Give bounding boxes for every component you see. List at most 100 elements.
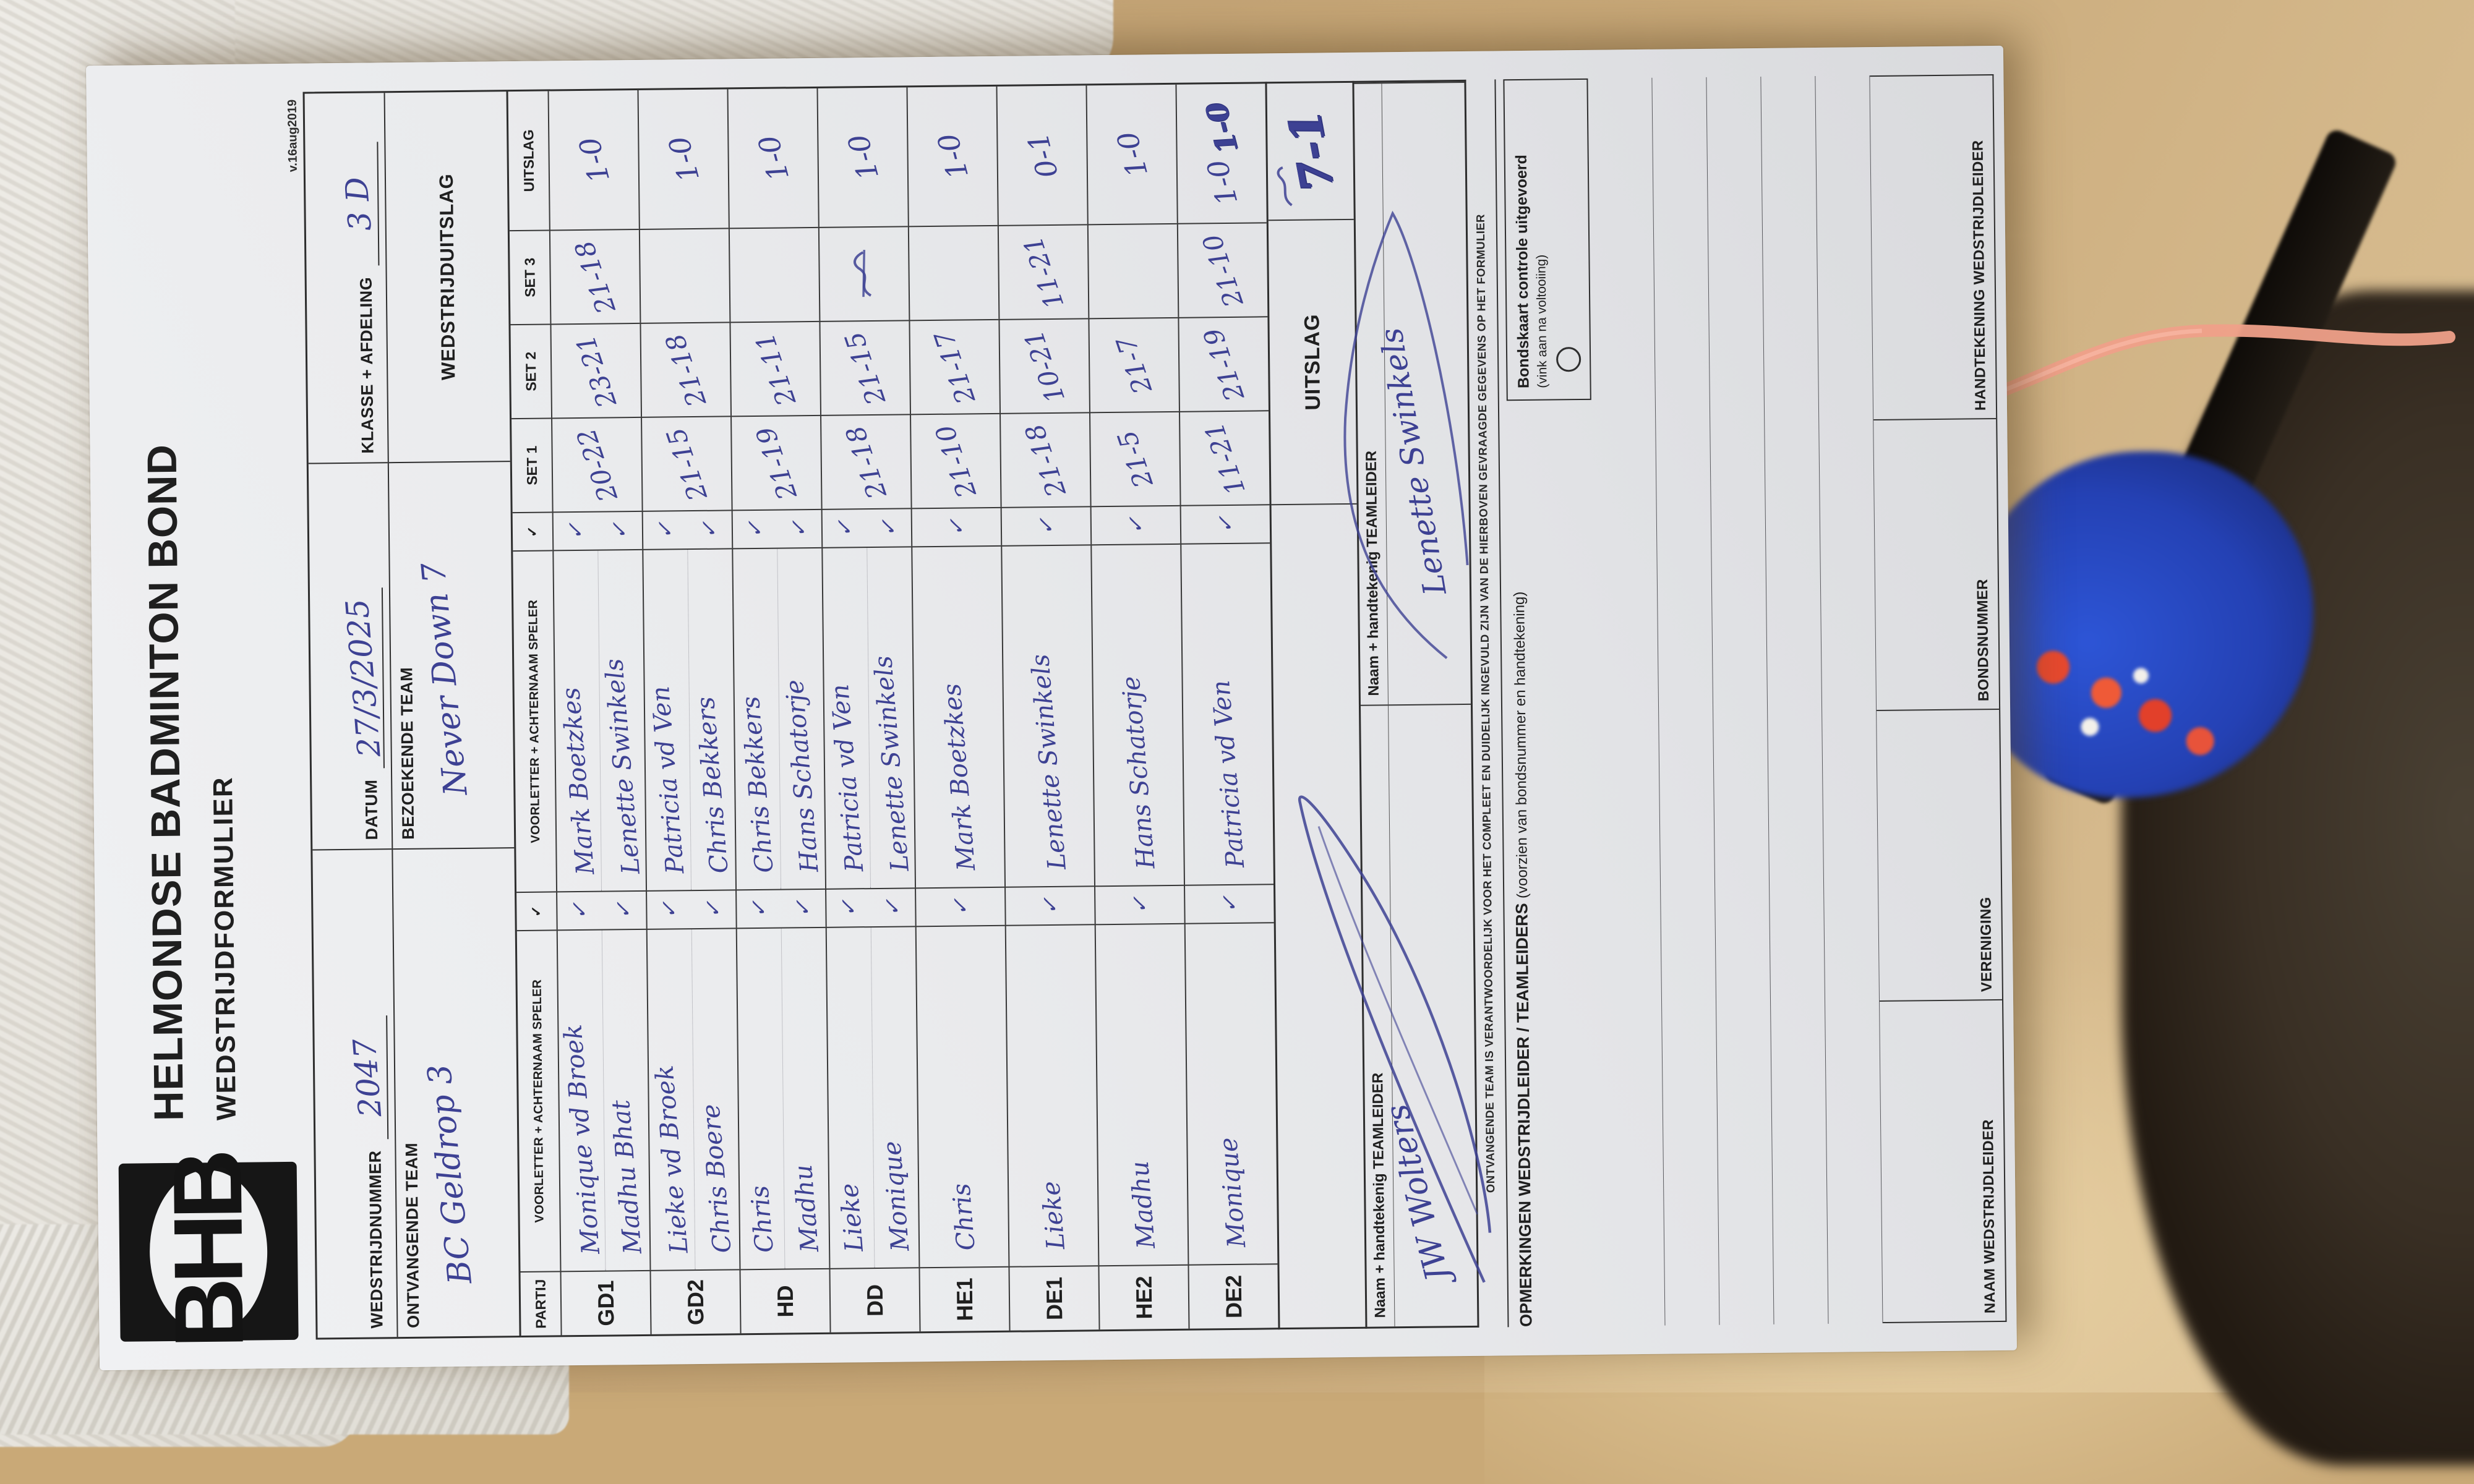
home-player-name: Lieke	[834, 1182, 869, 1253]
header-fields-row1: WEDSTRIJDNUMMER 2047 DATUM 27/3/2025 KLA…	[304, 93, 398, 1338]
set-score-value: 23-21	[570, 330, 623, 411]
set3-score	[907, 224, 999, 320]
field-klasse-afdeling: KLASSE + AFDELING 3 D	[305, 93, 388, 463]
set2-score: 10-21	[998, 318, 1089, 413]
away-check-mark: ✓	[832, 519, 857, 537]
set-score-value: 21-18	[1019, 419, 1072, 501]
away-player-line: Lenette Swinkels	[597, 550, 646, 891]
header-speler-away: VOORLETTER + ACHTERNAAM SPELER	[513, 550, 557, 892]
bondskaart-subtitle: (vink aan na voltooiing)	[1534, 254, 1550, 388]
set1-score: 21-18	[820, 414, 911, 509]
set3-score	[638, 228, 730, 323]
header-check-home: ✓	[516, 891, 557, 931]
set-score-value: 21-19	[750, 422, 803, 503]
wedstrijduitslag-label: WEDSTRIJDUITSLAG	[435, 173, 460, 381]
official-cell-handtekening-wedstrijdleider: HANDTEKENING WEDSTRIJDLEIDER	[1870, 75, 1996, 419]
home-player-name: Chris	[745, 1184, 779, 1254]
away-player-name: Patricia vd Ven	[1206, 679, 1250, 869]
away-player-line: Chris Bekkers	[733, 549, 781, 890]
set-score-value: 10-21	[1018, 325, 1071, 407]
header-uitslag: UITSLAG	[520, 129, 537, 192]
away-players-cell: Mark Boetzkes	[911, 545, 1005, 888]
set-score-value: 21-10	[1196, 229, 1249, 311]
home-player-line: Chris Boere	[691, 929, 740, 1270]
officials-row: NAAM WEDSTRIJDLEIDER VERENIGING BONDSNUMME…	[1870, 74, 2007, 1323]
set3-score: 21-10	[1176, 222, 1268, 317]
bezoekende-label: BEZOEKENDE TEAM	[397, 667, 418, 840]
opmerkingen-label: OPMERKINGEN WEDSTRIJDLEIDER / TEAMLEIDER…	[1507, 401, 1537, 1328]
datum-label: DATUM	[362, 779, 382, 840]
uitslag-cell: 0-1	[996, 85, 1087, 225]
partij-code: HE2	[1098, 1264, 1189, 1330]
bezoekende-value: Never Down 7	[415, 560, 475, 798]
set1-score: 21-5	[1089, 411, 1180, 506]
away-check-cell: ✓	[1000, 506, 1091, 545]
uitslag-value: 0-1	[1020, 129, 1064, 182]
away-players-cell: Chris Bekkers Hans Schatorje	[732, 547, 826, 890]
home-player-line: Madhu Bhat	[601, 929, 650, 1271]
set3-score	[728, 226, 820, 322]
away-player-name: Patricia vd Ven	[825, 683, 869, 873]
home-players-cell: Lieke Monique	[825, 926, 919, 1268]
home-player-line: Monique vd Broek	[558, 931, 606, 1271]
form-header: BHB HELMONDSE BADMINTON BOND WEDSTRIJDFO…	[108, 92, 301, 1349]
away-player-name: Lenette Swinkels	[599, 657, 646, 876]
away-check-mark: ✓	[787, 519, 812, 538]
set1-score: 21-10	[910, 412, 1001, 508]
form-title: HELMONDSE BADMINTON BOND	[139, 443, 192, 1122]
set1-score: 21-19	[730, 414, 821, 510]
ontvangende-value: BC Geldrop 3	[421, 1062, 480, 1286]
set-score-value: 11-21	[1017, 231, 1070, 313]
home-check-mark: ✓	[611, 901, 636, 919]
uitslag-value-first: 1-0	[1200, 155, 1244, 209]
home-check-cell: ✓	[1004, 885, 1095, 925]
home-player-line: Lieke	[1006, 925, 1098, 1266]
set-score-value: 21-18	[839, 421, 892, 503]
home-player-name: Lieke vd Broek	[649, 1064, 694, 1255]
title-block: HELMONDSE BADMINTON BOND WEDSTRIJDFORMUL…	[111, 443, 242, 1122]
match-row-gd2: GD2 Lieke vd Broek Chris Boere ✓ ✓ Patricia v…	[637, 89, 740, 1334]
header-fields: WEDSTRIJDNUMMER 2047 DATUM 27/3/2025 KLA…	[302, 90, 521, 1340]
comments-ruled-area	[1598, 75, 1883, 1326]
away-player-line: Patricia vd Ven	[823, 548, 870, 889]
uitslag-value: 1-0	[1110, 127, 1154, 181]
home-players-cell: Lieke vd Broek Chris Boere	[646, 927, 740, 1270]
away-check-cell: ✓	[910, 506, 1001, 547]
uitslag-cell: 1-0 1-0	[1175, 83, 1267, 223]
away-check-mark: ✓	[653, 521, 678, 539]
home-players-cell: Monique vd Broek Madhu Bhat	[556, 928, 650, 1271]
partij-code: DE1	[1008, 1265, 1099, 1331]
home-player-name: Madhu	[1125, 1159, 1161, 1250]
away-players-cell: Patricia vd Ven Lenette Swinkels	[821, 546, 915, 889]
set-score-value: 21-18	[568, 236, 622, 317]
teamleider-label-home: Naam + handtekenig TEAMLEIDER	[1360, 706, 1395, 1327]
home-player-line: Lieke vd Broek	[648, 929, 695, 1270]
teamleider-row: Naam + handtekenig TEAMLEIDER Naam + han…	[1298, 79, 1492, 1329]
home-check-mark: ✓	[790, 899, 816, 918]
away-player-name: Mark Boetzkes	[556, 686, 600, 876]
set-score-value: 21-5	[1111, 427, 1159, 492]
form-version: v.16aug2019	[285, 99, 300, 173]
home-player-name: Monique vd Broek	[558, 1023, 606, 1256]
home-check-mark: ✓	[836, 898, 862, 917]
away-player-name: Hans Schatorje	[780, 678, 824, 874]
uitslag-cell: 1-0	[637, 89, 729, 229]
set1-score: 21-18	[999, 412, 1090, 507]
uitslag-value: 1-0	[661, 132, 706, 186]
header-set3: SET 3	[509, 229, 550, 325]
home-check-cell: ✓ ✓	[646, 889, 736, 929]
home-check-mark: ✓	[746, 900, 772, 918]
field-datum: DATUM 27/3/2025	[308, 462, 392, 850]
field-ontvangende-team: ONTVANGENDE TEAM BC Geldrop 3	[393, 847, 520, 1337]
partij-code: GD2	[649, 1269, 740, 1334]
header-speler-home: VOORLETTER + ACHTERNAAM SPELER	[516, 929, 560, 1272]
set2-score: 23-21	[550, 322, 641, 418]
match-row-de2: DE2 Monique ✓ Patricia vd Ven ✓ 11-21 21-19 21-…	[1175, 83, 1278, 1329]
home-player-name: Madhu Bhat	[606, 1099, 648, 1255]
away-players-cell: Mark Boetzkes Lenette Swinkels	[552, 548, 646, 892]
away-player-line: Patricia vd Ven	[1181, 544, 1273, 884]
away-player-name: Lenette Swinkels	[1025, 653, 1072, 871]
away-player-name: Patricia vd Ven	[646, 684, 690, 875]
match-row-he1: HE1 Chris ✓ Mark Boetzkes ✓ 21-10 21-17 1-0	[906, 86, 1009, 1332]
klasse-value: 3 D	[338, 175, 379, 233]
